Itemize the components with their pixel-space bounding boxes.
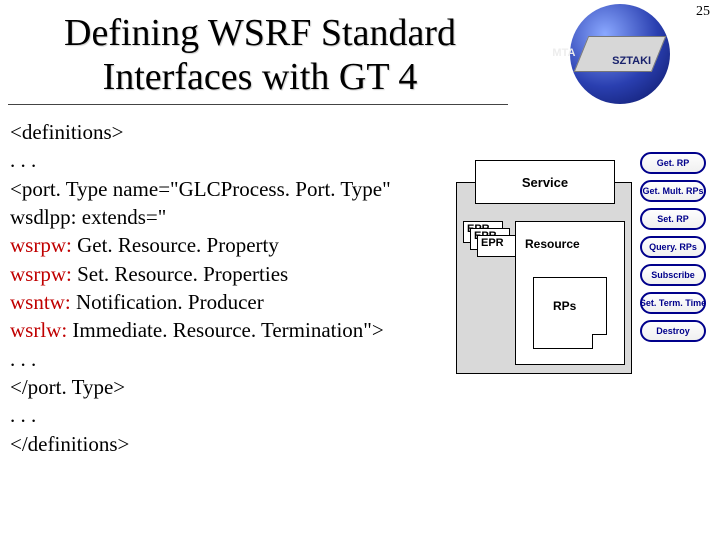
op-query-rps: Query. RPs	[640, 236, 706, 258]
op-get-mult-rps: Get. Mult. RPs	[640, 180, 706, 202]
logo-text-left: MTA	[552, 47, 575, 59]
op-subscribe: Subscribe	[640, 264, 706, 286]
code-block: <definitions> . . . <port. Type name="GL…	[10, 118, 391, 458]
logo-text-right: SZTAKI	[612, 55, 651, 67]
op-set-term-time: Set. Term. Time	[640, 292, 706, 314]
resource-label: Resource	[525, 237, 580, 251]
logo-circle: MTA SZTAKI	[570, 4, 670, 104]
op-set-rp: Set. RP	[640, 208, 706, 230]
logo-shape: MTA SZTAKI	[574, 36, 667, 72]
code-line: wsdlpp: extends="	[10, 203, 391, 231]
slide-title: Defining WSRF Standard Interfaces with G…	[40, 12, 480, 99]
code-line: </port. Type>	[10, 373, 391, 401]
code-line: wsrlw: Immediate. Resource. Termination"…	[10, 316, 391, 344]
code-line: . . .	[10, 146, 391, 174]
diagram: Service EPR EPR EPR Resource RPs Get. RP…	[456, 156, 706, 396]
code-line: </definitions>	[10, 430, 391, 458]
logo: MTA SZTAKI	[532, 12, 702, 92]
code-line: <port. Type name="GLCProcess. Port. Type…	[10, 175, 391, 203]
diagram-outer-box: Service EPR EPR EPR Resource RPs	[456, 182, 632, 374]
title-rule	[8, 104, 508, 105]
code-line: <definitions>	[10, 118, 391, 146]
rps-label: RPs	[553, 299, 576, 313]
code-line: wsrpw: Get. Resource. Property	[10, 231, 391, 259]
slide-title-area: Defining WSRF Standard Interfaces with G…	[40, 12, 480, 99]
rps-page-icon	[533, 277, 607, 349]
epr-box: EPR	[477, 235, 517, 257]
op-get-rp: Get. RP	[640, 152, 706, 174]
code-line: . . .	[10, 401, 391, 429]
operation-buttons: Get. RP Get. Mult. RPs Set. RP Query. RP…	[640, 152, 706, 342]
code-line: wsntw: Notification. Producer	[10, 288, 391, 316]
code-line: . . .	[10, 345, 391, 373]
op-destroy: Destroy	[640, 320, 706, 342]
service-box: Service	[475, 160, 615, 204]
code-line: wsrpw: Set. Resource. Properties	[10, 260, 391, 288]
